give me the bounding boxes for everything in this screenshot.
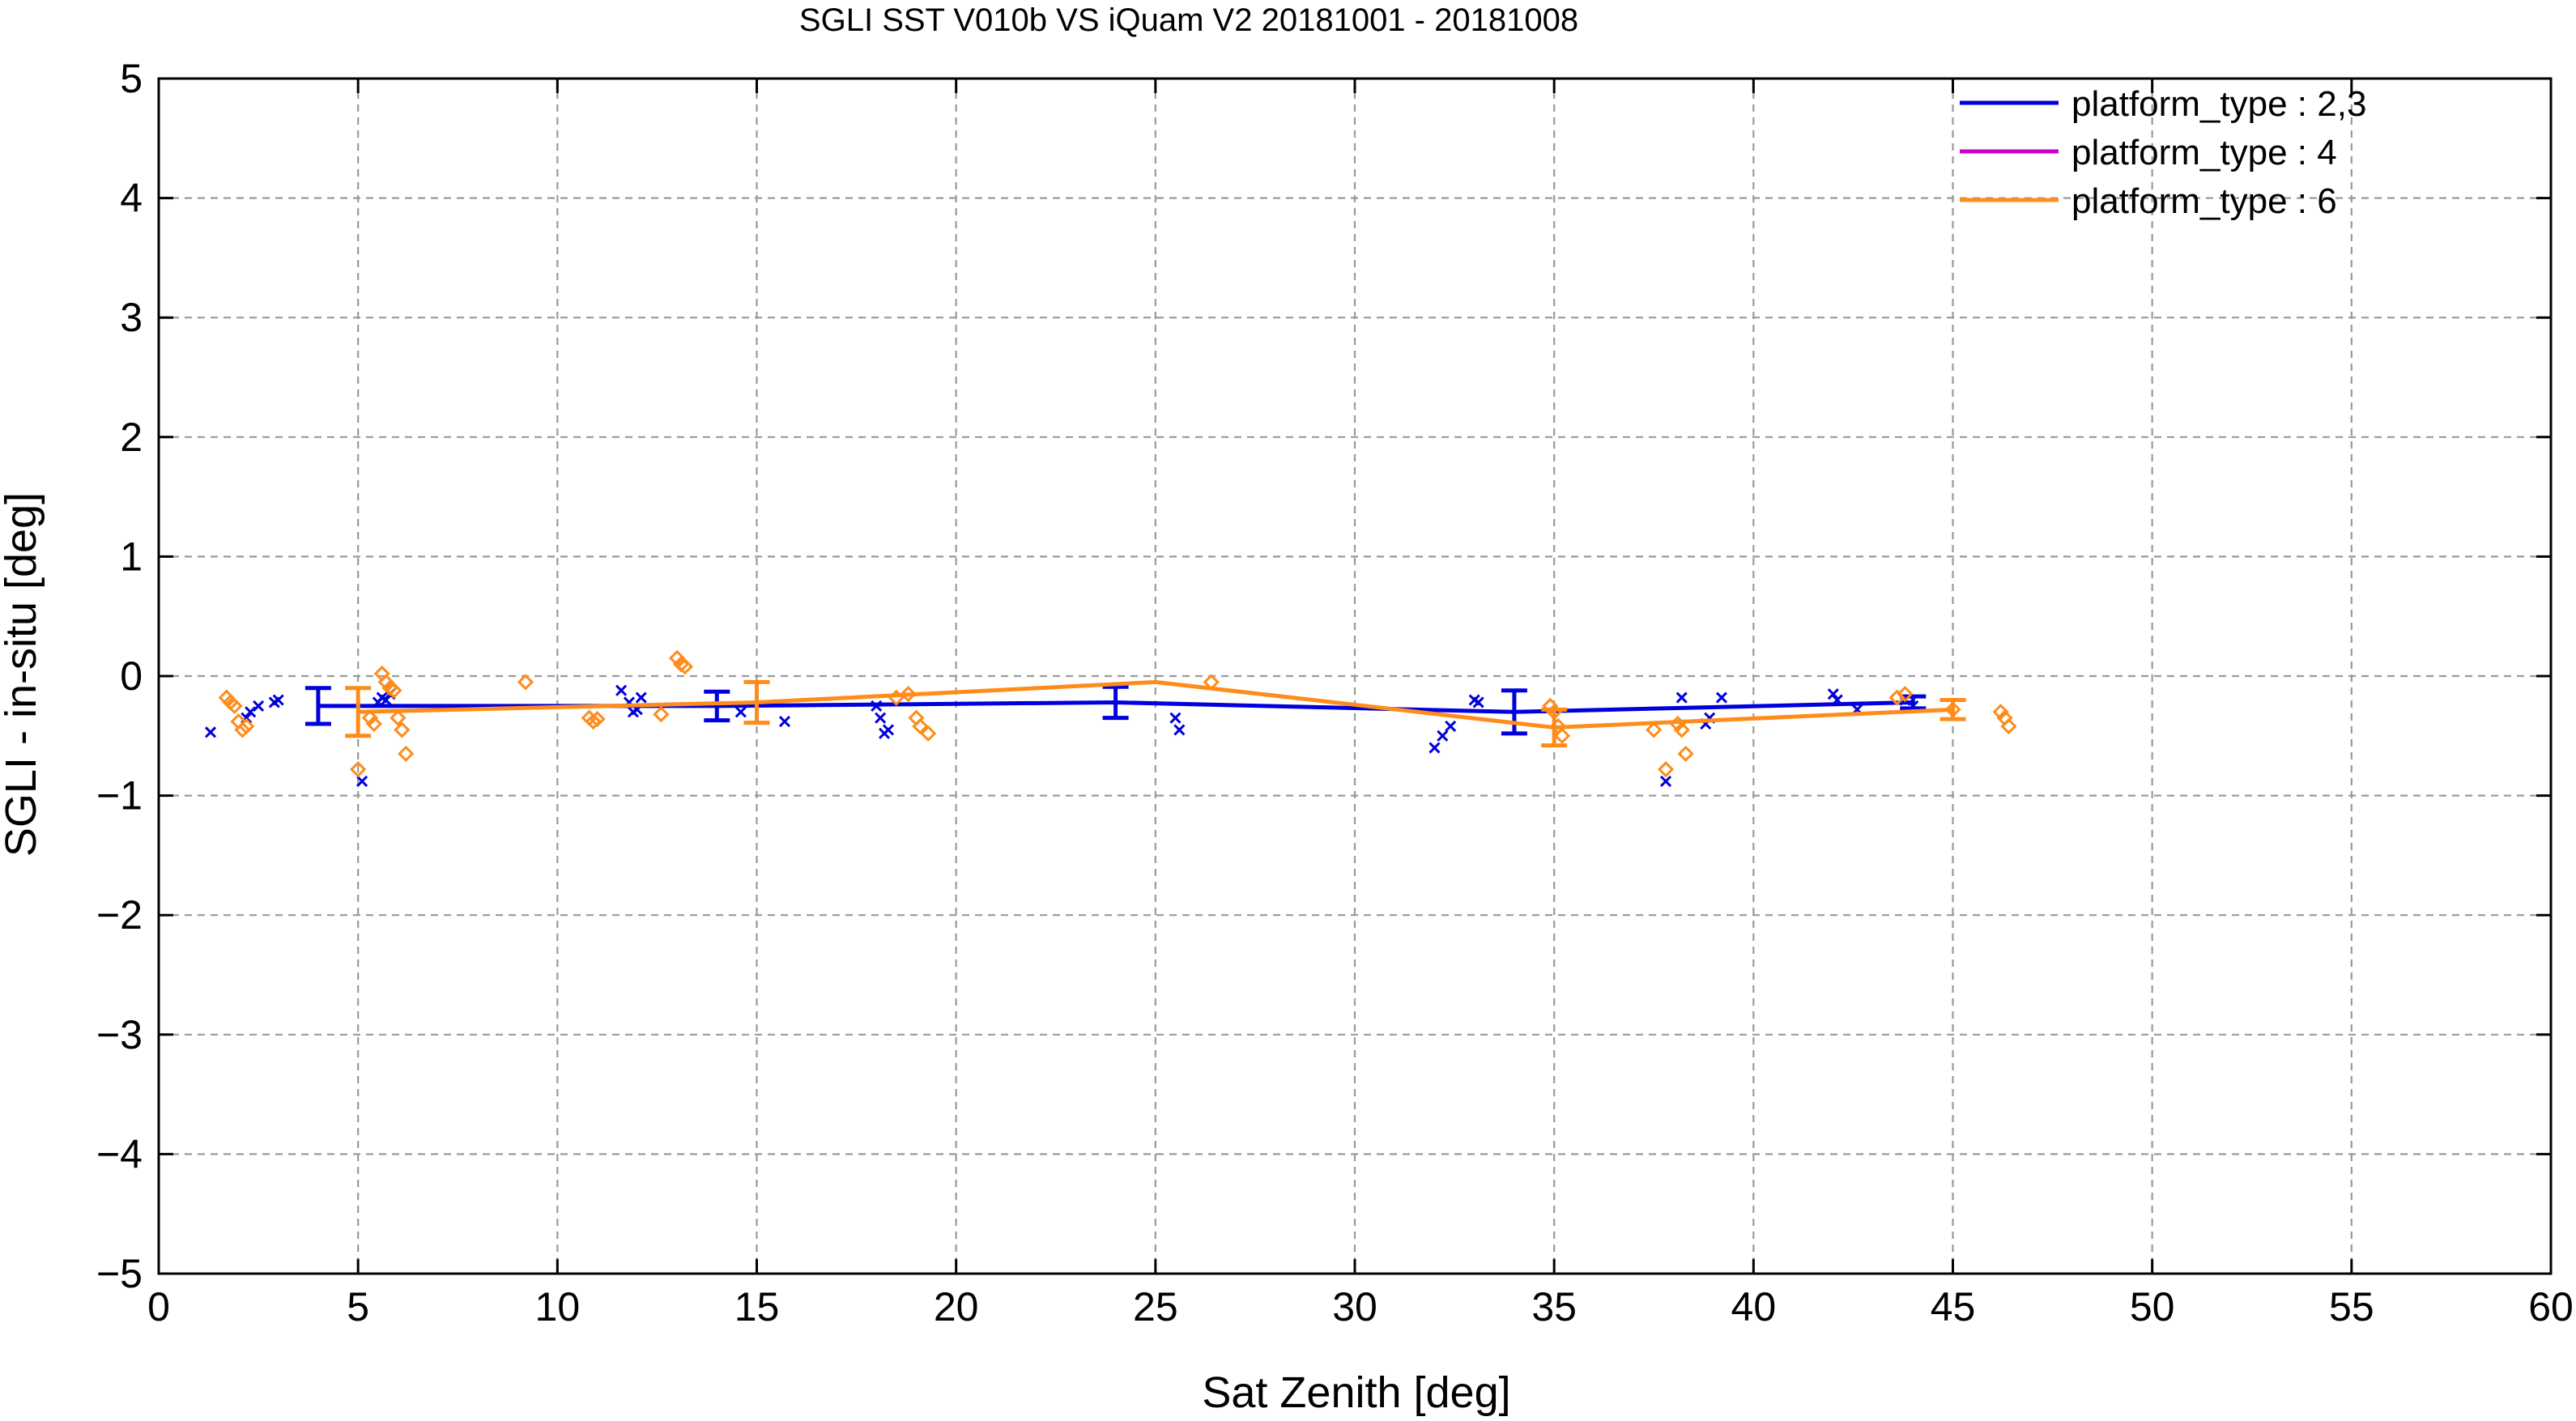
y-tick-label: −4	[96, 1131, 143, 1176]
x-tick-label: 5	[347, 1284, 369, 1330]
data-point	[390, 709, 407, 726]
data-point	[912, 717, 929, 735]
y-tick-label: −1	[96, 773, 143, 819]
data-point	[653, 706, 670, 723]
data-point	[377, 674, 394, 691]
x-tick-label: 10	[535, 1284, 581, 1330]
x-tick-label: 50	[2130, 1284, 2175, 1330]
y-tick-label: 5	[120, 56, 143, 101]
data-point	[234, 721, 251, 738]
data-point	[585, 713, 602, 730]
data-point	[365, 715, 382, 733]
data-point	[350, 761, 367, 778]
x-tick-label: 30	[1332, 1284, 1377, 1330]
data-point	[1897, 686, 1914, 703]
legend-label: platform_type : 6	[2071, 181, 2337, 221]
y-tick-label: −2	[96, 892, 143, 938]
data-point	[253, 700, 265, 712]
data-point	[635, 691, 647, 704]
x-tick-label: 45	[1931, 1284, 1976, 1330]
data-point	[920, 725, 937, 742]
data-point	[734, 706, 747, 718]
data-point	[615, 684, 628, 696]
x-tick-label: 60	[2528, 1284, 2574, 1330]
y-tick-label: 1	[120, 534, 143, 579]
legend: platform_type : 2,3 platform_type : 4 plat…	[1960, 84, 2366, 221]
data-point	[1445, 720, 1457, 733]
data-point	[778, 716, 791, 728]
x-tick-label: 55	[2329, 1284, 2374, 1330]
data-point	[589, 711, 606, 728]
x-tick-label: 25	[1133, 1284, 1178, 1330]
series-2	[218, 649, 2017, 778]
data-point	[1657, 761, 1675, 778]
data-point	[2000, 717, 2017, 735]
y-tick-label: 2	[120, 415, 143, 460]
error-bar	[1900, 694, 1927, 711]
error-bar	[1939, 698, 1966, 721]
legend-label: platform_type : 4	[2071, 133, 2337, 172]
y-tick-label: 3	[120, 295, 143, 340]
y-tick-label: −3	[96, 1012, 143, 1057]
data-point	[226, 697, 243, 715]
x-tick-label: 40	[1731, 1284, 1777, 1330]
data-point	[245, 706, 257, 718]
legend-label: platform_type : 2,3	[2071, 84, 2366, 124]
data-point	[1437, 730, 1449, 742]
data-point	[1659, 775, 1672, 787]
chart-title: SGLI SST V010b VS iQuam V2 20181001 - 20…	[799, 2, 1578, 38]
x-tick-label: 20	[934, 1284, 979, 1330]
data-point	[1673, 721, 1690, 738]
y-tick-label: 0	[120, 653, 143, 699]
data-point	[204, 726, 217, 738]
series-0	[204, 684, 1927, 787]
data-point	[1646, 721, 1663, 738]
data-point	[1169, 712, 1182, 724]
x-tick-label: 15	[734, 1284, 780, 1330]
data-point	[900, 686, 917, 703]
grid	[159, 79, 2551, 1274]
error-bar	[704, 689, 730, 723]
data-point	[1173, 724, 1186, 736]
data-point	[1675, 691, 1688, 704]
error-bar	[1102, 684, 1129, 721]
data-point	[517, 674, 534, 691]
y-tick-label: 4	[120, 176, 143, 221]
data-point	[882, 724, 895, 736]
x-axis-title: Sat Zenith [deg]	[1202, 1368, 1510, 1417]
x-tick-label: 35	[1531, 1284, 1577, 1330]
error-bar	[743, 679, 770, 725]
data-point	[1472, 696, 1484, 708]
x-tick-label: 0	[147, 1284, 170, 1330]
data-point	[1827, 688, 1839, 700]
data-point	[875, 712, 887, 724]
error-bar	[345, 686, 372, 738]
data-point	[1715, 691, 1728, 704]
mean-line	[358, 679, 1953, 730]
data-point	[394, 721, 411, 738]
error-bar	[1501, 688, 1527, 736]
error-bar	[304, 686, 331, 726]
y-axis-title: SGLI - in-situ [deg]	[0, 492, 45, 857]
data-point	[1553, 727, 1571, 744]
data-point	[1677, 745, 1694, 763]
data-point	[272, 694, 284, 706]
data-point	[238, 717, 255, 735]
data-point	[1542, 697, 1559, 715]
data-point	[1992, 704, 2009, 721]
data-point	[380, 694, 392, 706]
data-point	[385, 682, 402, 699]
data-point	[1429, 742, 1441, 754]
data-point	[676, 658, 694, 675]
y-tick-label: −5	[96, 1251, 143, 1296]
data-point	[668, 649, 686, 666]
error-bar	[1541, 707, 1568, 748]
data-point	[356, 775, 368, 787]
data-point	[361, 709, 379, 726]
data-point	[398, 745, 415, 763]
